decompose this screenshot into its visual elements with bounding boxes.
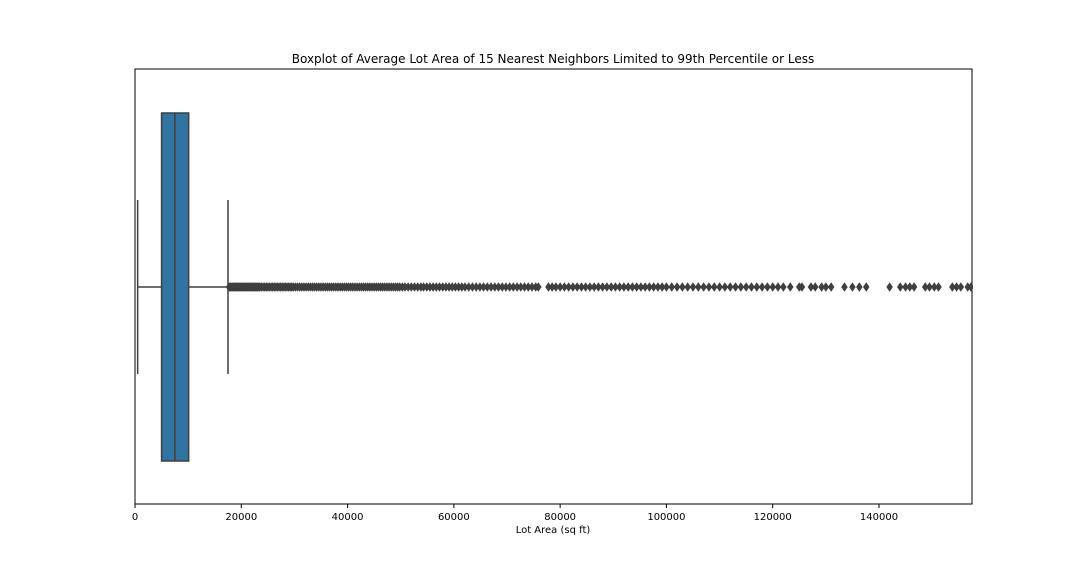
outlier-point (679, 282, 686, 292)
outlier-point (822, 282, 830, 292)
outlier-point (561, 282, 568, 292)
outlier-point (721, 282, 729, 292)
outlier-point (935, 282, 942, 292)
outlier-point (818, 282, 825, 292)
outlier-point (689, 282, 697, 292)
outlier-point (599, 282, 606, 292)
outlier-point (695, 282, 702, 292)
outlier-point (641, 282, 649, 292)
outlier-point (637, 282, 645, 292)
outlier-point (849, 282, 856, 292)
outlier-point (616, 282, 623, 292)
outlier-point (633, 282, 640, 292)
outlier-point (590, 282, 598, 292)
outlier-point (737, 282, 745, 292)
outlier-point (953, 282, 960, 292)
chart-title: Boxplot of Average Lot Area of 15 Neares… (292, 52, 815, 66)
x-tick-label: 60000 (438, 512, 470, 523)
x-tick-label: 80000 (544, 512, 576, 523)
outlier-point (684, 282, 691, 292)
outlier-point (535, 282, 542, 292)
outlier-point (811, 282, 819, 292)
outlier-point (856, 282, 863, 292)
outlier-point (886, 282, 893, 292)
outlier-point (780, 282, 787, 292)
outlier-point (748, 282, 755, 292)
outlier-point (902, 282, 909, 292)
outlier-point (906, 282, 914, 292)
outlier-point (654, 282, 662, 292)
outlier-point (624, 282, 632, 292)
outlier-point (921, 282, 929, 292)
outlier-points (225, 282, 973, 292)
outlier-point (663, 282, 670, 292)
outlier-point (910, 282, 918, 292)
outlier-point (586, 282, 594, 292)
outlier-point (569, 282, 577, 292)
outlier-point (668, 282, 676, 292)
outlier-point (769, 282, 776, 292)
outlier-point (705, 282, 713, 292)
outlier-point (732, 282, 739, 292)
outlier-point (603, 282, 611, 292)
outlier-point (758, 282, 766, 292)
outlier-point (700, 282, 707, 292)
outlier-point (607, 282, 615, 292)
outlier-point (807, 282, 815, 292)
outlier-point (786, 282, 794, 292)
outlier-point (620, 282, 628, 292)
outlier-point (798, 282, 806, 292)
outlier-point (612, 282, 619, 292)
outlier-point (565, 282, 572, 292)
outlier-point (764, 282, 771, 292)
outlier-point (967, 282, 973, 292)
x-tick-label: 140000 (860, 512, 898, 523)
x-axis-label: Lot Area (sq ft) (516, 525, 591, 536)
outlier-point (753, 282, 761, 292)
outlier-point (862, 282, 870, 292)
x-tick-label: 40000 (332, 512, 364, 523)
outlier-point (949, 282, 956, 292)
outlier-point (578, 282, 585, 292)
x-tick-label: 0 (132, 512, 138, 523)
outlier-point (841, 282, 848, 292)
box-group (136, 112, 229, 462)
outlier-point (595, 282, 602, 292)
outlier-point (742, 282, 750, 292)
outlier-point (556, 282, 564, 292)
outlier-point (650, 282, 657, 292)
outlier-point (931, 282, 938, 292)
outlier-point (710, 282, 718, 292)
outlier-point (774, 282, 782, 292)
outlier-point (552, 282, 560, 292)
x-axis: 0 20000 40000 60000 80000 100000 120000 140000 (132, 504, 898, 523)
outlier-point (582, 282, 589, 292)
outlier-point (926, 282, 933, 292)
outlier-point (629, 282, 636, 292)
x-tick-label: 100000 (647, 512, 685, 523)
outlier-point (726, 282, 734, 292)
outlier-point (573, 282, 581, 292)
x-tick-label: 120000 (754, 512, 792, 523)
outlier-point (896, 282, 904, 292)
outlier-point (716, 282, 723, 292)
outlier-point (646, 282, 653, 292)
outlier-point (827, 282, 835, 292)
outlier-point (658, 282, 666, 292)
outlier-point (673, 282, 681, 292)
outlier-point (957, 282, 965, 292)
x-tick-label: 20000 (225, 512, 257, 523)
